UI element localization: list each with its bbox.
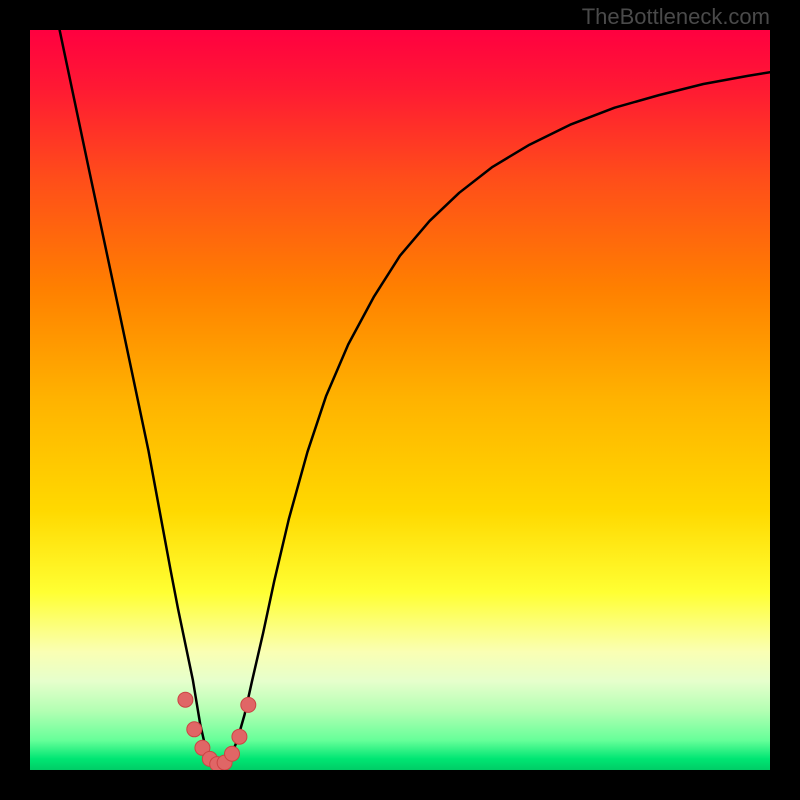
plot-area bbox=[30, 30, 770, 770]
curve-marker bbox=[187, 722, 202, 737]
curve-marker bbox=[225, 746, 240, 761]
curve-markers bbox=[178, 692, 256, 770]
chart-root: TheBottleneck.com bbox=[0, 0, 800, 800]
curve-right-branch bbox=[222, 72, 770, 765]
curve-marker bbox=[178, 692, 193, 707]
curve-left-branch bbox=[60, 30, 223, 766]
curve-layer bbox=[30, 30, 770, 770]
curve-marker bbox=[241, 697, 256, 712]
attribution-label: TheBottleneck.com bbox=[582, 4, 770, 30]
curve-marker bbox=[232, 729, 247, 744]
